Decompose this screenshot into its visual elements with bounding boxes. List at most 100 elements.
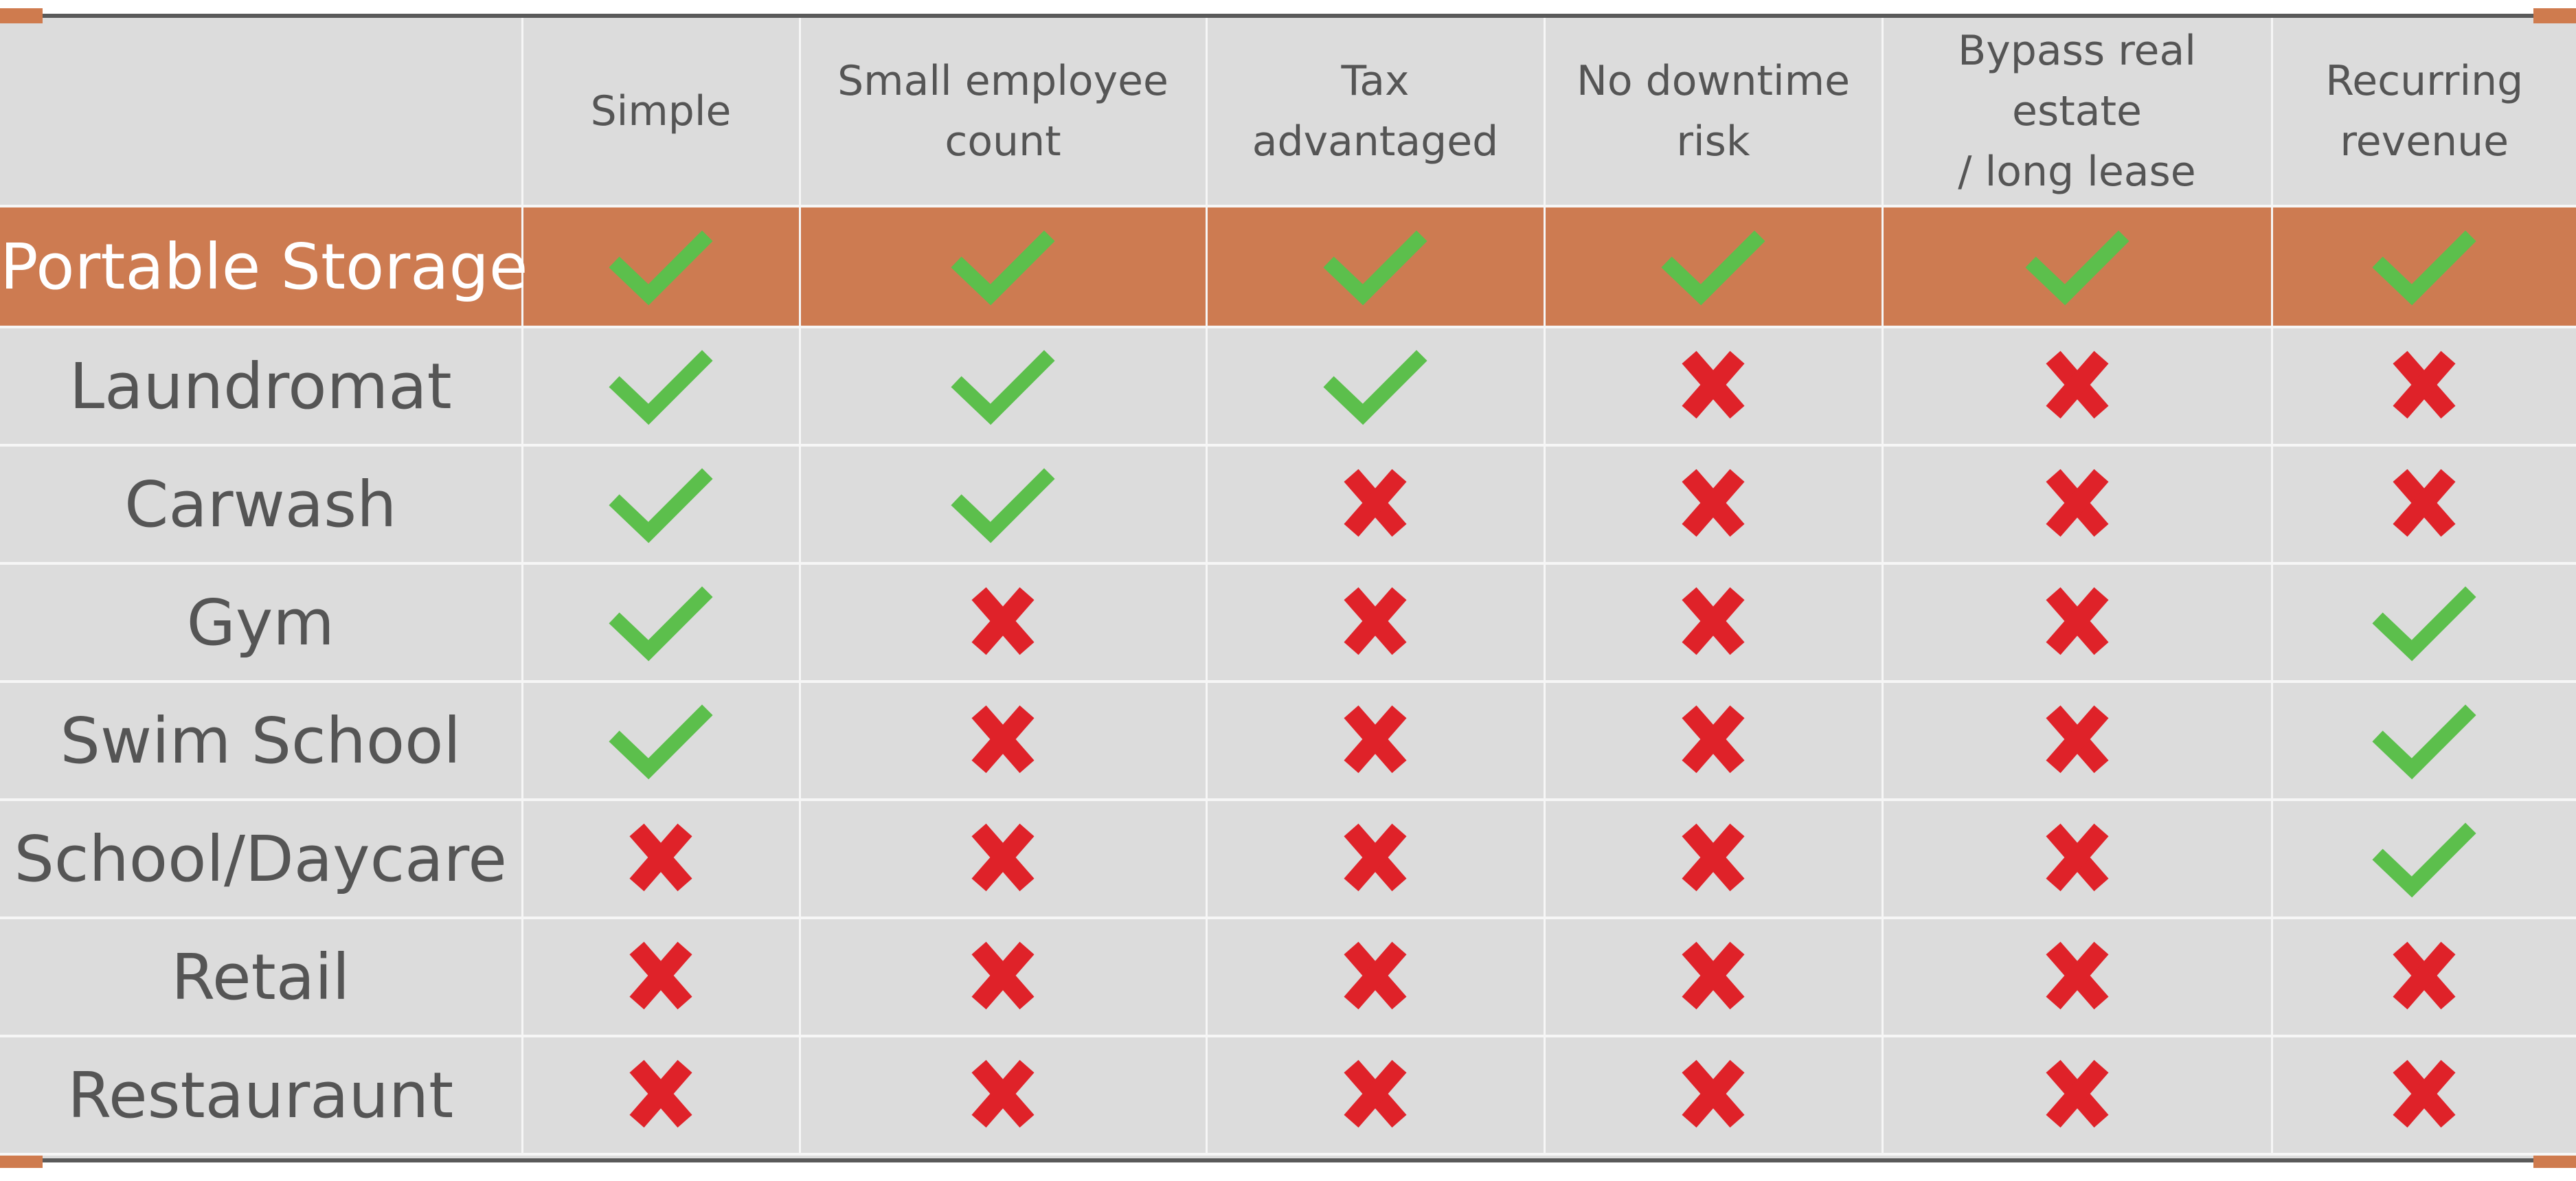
table-cell <box>521 563 800 683</box>
column-header: Bypass real estate / long lease <box>1881 18 2272 207</box>
column-header-line: Recurring <box>2325 57 2524 105</box>
table-cell <box>798 563 1206 683</box>
cross-mark-icon <box>1645 1042 1782 1145</box>
table-row: Laundromat <box>0 327 2576 447</box>
table-cell <box>2270 445 2576 565</box>
cross-mark-icon <box>2355 451 2493 554</box>
check-mark-icon <box>2355 570 2493 673</box>
table-cell <box>1881 1036 2272 1156</box>
table-cell <box>1543 563 1882 683</box>
cross-mark-icon <box>1307 924 1444 1027</box>
table-cell <box>798 918 1206 1037</box>
table-cell <box>798 1036 1206 1156</box>
check-mark-icon <box>2009 214 2146 317</box>
row-label: School/Daycare <box>0 800 522 919</box>
row-label: Gym <box>0 563 522 683</box>
table-cell <box>1543 327 1882 447</box>
cross-mark-icon <box>934 924 1072 1027</box>
cross-mark-icon <box>1307 806 1444 909</box>
corner-cell <box>0 18 522 207</box>
check-mark-icon <box>592 214 730 317</box>
row-label: Swim School <box>0 682 522 801</box>
corner-tab-bottom-right <box>2533 1153 2576 1168</box>
table-cell <box>2270 800 2576 919</box>
column-header-label: Simple <box>591 81 732 142</box>
column-header-label: Bypass real estate / long lease <box>1899 21 2256 202</box>
cross-mark-icon <box>2009 688 2146 791</box>
cross-mark-icon <box>2009 570 2146 673</box>
cross-mark-icon <box>934 688 1072 791</box>
table-cell <box>1881 918 2272 1037</box>
table-row: Gym <box>0 563 2576 683</box>
table-cell <box>1881 327 2272 447</box>
comparison-table: Simple Small employee count Tax advantaged No… <box>0 18 2576 1156</box>
column-header: Tax advantaged <box>1205 18 1544 207</box>
column-header: Recurring revenue <box>2270 18 2576 207</box>
check-mark-icon <box>1307 214 1444 317</box>
table-cell <box>2270 206 2576 328</box>
table-cell <box>521 1036 800 1156</box>
table-cell <box>521 327 800 447</box>
check-mark-icon <box>2355 214 2493 317</box>
cross-mark-icon <box>2009 333 2146 436</box>
cross-mark-icon <box>592 924 730 1027</box>
column-header: Small employee count <box>798 18 1206 207</box>
cross-mark-icon <box>1307 688 1444 791</box>
table-cell <box>521 800 800 919</box>
bottom-rule <box>0 1158 2576 1162</box>
table-cell <box>1205 445 1544 565</box>
column-header-line: / long lease <box>1958 148 2196 196</box>
row-label: Laundromat <box>0 327 522 447</box>
table-cell <box>2270 918 2576 1037</box>
check-mark-icon <box>592 688 730 791</box>
table-cell <box>1881 445 2272 565</box>
check-mark-icon <box>934 451 1072 554</box>
column-header-label: Recurring revenue <box>2325 51 2523 172</box>
table-cell <box>1205 918 1544 1037</box>
cross-mark-icon <box>592 1042 730 1145</box>
column-header-line: Tax <box>1341 57 1410 105</box>
table-row: Swim School <box>0 682 2576 801</box>
cross-mark-icon <box>2009 806 2146 909</box>
table-row: Carwash <box>0 445 2576 565</box>
table-cell <box>1205 206 1544 328</box>
table-cell <box>1543 1036 1882 1156</box>
cross-mark-icon <box>2355 1042 2493 1145</box>
check-mark-icon <box>592 570 730 673</box>
table-cell <box>1881 206 2272 328</box>
row-label: Retail <box>0 918 522 1037</box>
table-cell <box>1543 682 1882 801</box>
column-header-line: Bypass real estate <box>1958 27 2196 135</box>
table-cell <box>2270 563 2576 683</box>
column-header-line: revenue <box>2340 117 2509 166</box>
cross-mark-icon <box>934 570 1072 673</box>
check-mark-icon <box>2355 688 2493 791</box>
header-row: Simple Small employee count Tax advantaged No… <box>0 18 2576 207</box>
table-cell <box>798 800 1206 919</box>
row-label: Portable Storage <box>0 206 528 328</box>
cross-mark-icon <box>1645 570 1782 673</box>
table-row: Retail <box>0 918 2576 1037</box>
cross-mark-icon <box>1645 688 1782 791</box>
column-header-line: risk <box>1676 117 1750 166</box>
column-header-line: advantaged <box>1252 117 1499 166</box>
check-mark-icon <box>1645 214 1782 317</box>
check-mark-icon <box>1307 333 1444 436</box>
column-header: Simple <box>521 18 800 207</box>
table-cell <box>2270 682 2576 801</box>
table-cell <box>1205 682 1544 801</box>
table-cell <box>1881 563 2272 683</box>
table-cell <box>1543 206 1882 328</box>
table-cell <box>521 918 800 1037</box>
table-cell <box>798 682 1206 801</box>
row-label: Carwash <box>0 445 522 565</box>
cross-mark-icon <box>1307 570 1444 673</box>
column-header-line: No downtime <box>1576 57 1851 105</box>
table-row: School/Daycare <box>0 800 2576 919</box>
table-cell <box>2270 327 2576 447</box>
cross-mark-icon <box>934 1042 1072 1145</box>
top-rule <box>0 14 2576 18</box>
table-cell <box>521 445 800 565</box>
cross-mark-icon <box>1645 806 1782 909</box>
check-mark-icon <box>592 451 730 554</box>
